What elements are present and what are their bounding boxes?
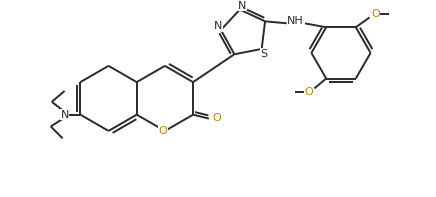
Text: N: N [61, 110, 69, 120]
Text: O: O [212, 113, 221, 123]
Text: O: O [159, 126, 167, 136]
Text: N: N [238, 1, 246, 11]
Text: NH: NH [287, 16, 304, 26]
Text: S: S [260, 49, 267, 59]
Text: O: O [371, 9, 380, 20]
Text: O: O [304, 87, 313, 97]
Text: N: N [214, 21, 222, 31]
